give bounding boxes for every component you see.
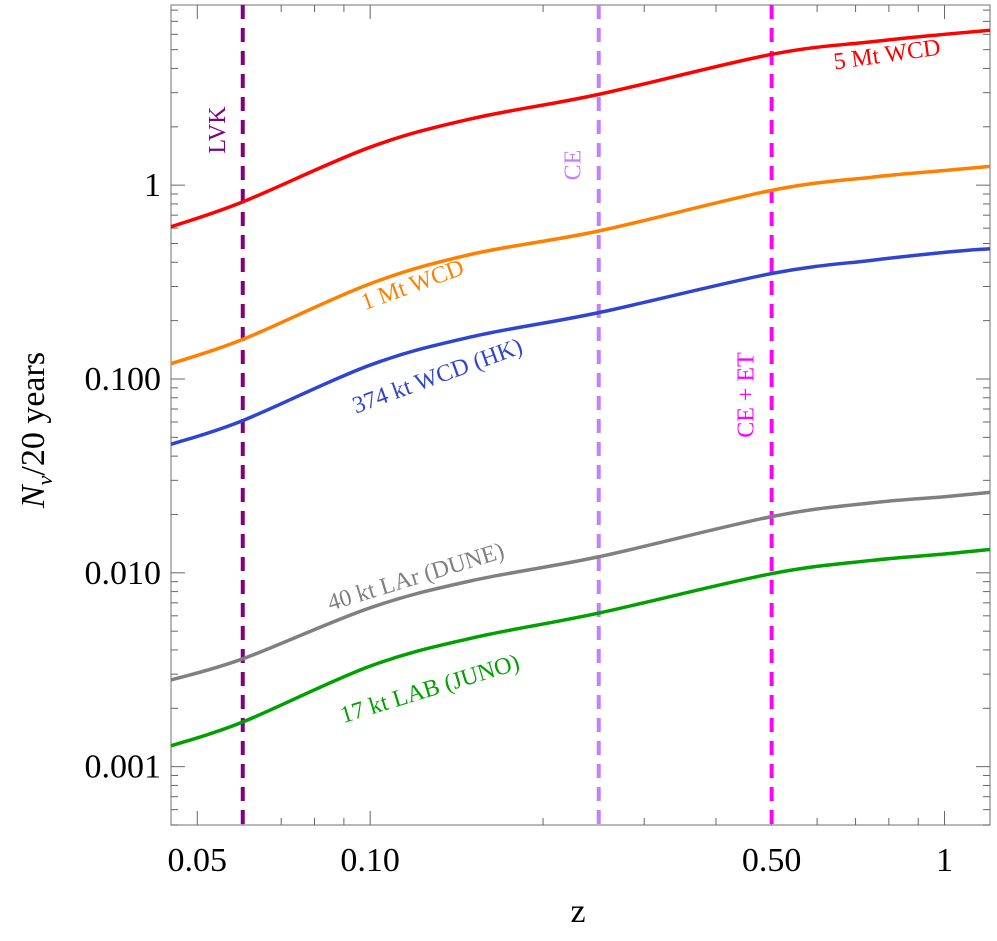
curve-series [170, 164, 991, 366]
x-axis-label: z [570, 893, 585, 930]
vline-label: LVK [205, 106, 231, 154]
curve-series [170, 28, 991, 229]
series-label: 17 kt LAB (JUNO) [337, 650, 522, 729]
x-tick-label: 0.50 [742, 842, 802, 879]
curve-series [170, 547, 991, 748]
series-label: 1 Mt WCD [358, 255, 468, 316]
plot-frame [170, 4, 991, 826]
x-tick-label: 0.05 [168, 842, 228, 879]
ticks: 1 0.100 0.010 0.001 0.05 0.10 0.50 1 [85, 5, 990, 879]
y-tick-label: 0.010 [85, 555, 162, 592]
x-tick-label: 1 [936, 842, 953, 879]
y-tick-label: 0.001 [85, 749, 162, 786]
curve-series [170, 246, 991, 447]
curve-series [170, 490, 991, 682]
vline-label: CE [561, 150, 587, 181]
y-tick-label: 0.100 [85, 361, 162, 398]
vline-label: CE + ET [734, 352, 760, 438]
curves [170, 28, 991, 748]
y-axis-label: Nν/20 years [15, 352, 57, 509]
x-tick-label: 0.10 [340, 842, 400, 879]
vertical-lines: LVK CE CE + ET [205, 5, 774, 825]
y-tick-label: 1 [144, 167, 161, 204]
